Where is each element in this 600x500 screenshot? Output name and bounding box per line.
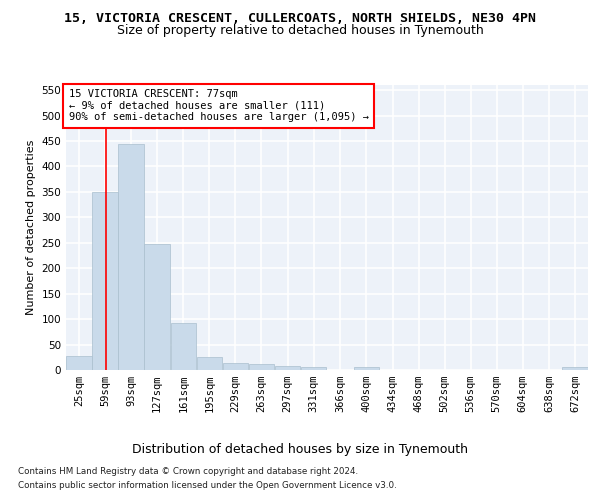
Text: Contains HM Land Registry data © Crown copyright and database right 2024.: Contains HM Land Registry data © Crown c… — [18, 468, 358, 476]
Text: Contains public sector information licensed under the Open Government Licence v3: Contains public sector information licen… — [18, 481, 397, 490]
Text: 15, VICTORIA CRESCENT, CULLERCOATS, NORTH SHIELDS, NE30 4PN: 15, VICTORIA CRESCENT, CULLERCOATS, NORT… — [64, 12, 536, 26]
Bar — [562, 368, 587, 370]
Bar — [118, 144, 144, 370]
Bar — [301, 367, 326, 370]
Bar — [170, 322, 196, 370]
Y-axis label: Number of detached properties: Number of detached properties — [26, 140, 36, 315]
Bar — [67, 356, 92, 370]
Text: 15 VICTORIA CRESCENT: 77sqm
← 9% of detached houses are smaller (111)
90% of sem: 15 VICTORIA CRESCENT: 77sqm ← 9% of deta… — [68, 90, 368, 122]
Text: Size of property relative to detached houses in Tynemouth: Size of property relative to detached ho… — [116, 24, 484, 37]
Bar — [275, 366, 300, 370]
Text: Distribution of detached houses by size in Tynemouth: Distribution of detached houses by size … — [132, 442, 468, 456]
Bar — [197, 358, 222, 370]
Bar — [92, 192, 118, 370]
Bar — [249, 364, 274, 370]
Bar — [145, 244, 170, 370]
Bar — [354, 368, 379, 370]
Bar — [223, 363, 248, 370]
